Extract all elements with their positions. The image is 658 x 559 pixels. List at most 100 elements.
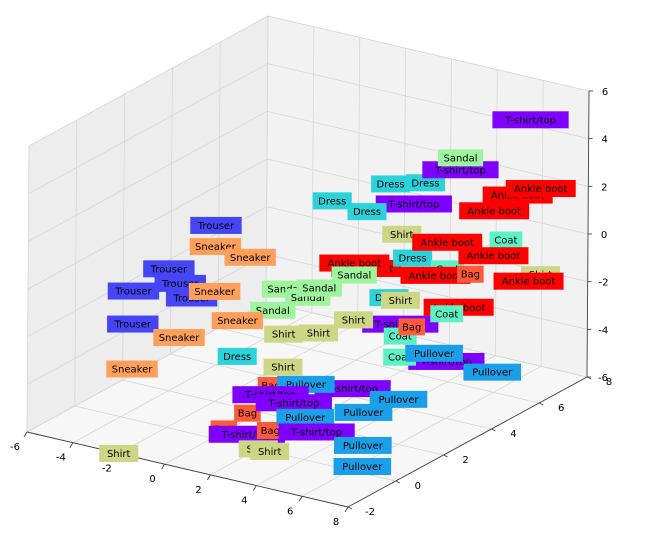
point-box [250, 443, 290, 461]
z-tick-label: 0 [601, 230, 607, 241]
point-box [188, 282, 241, 300]
x-tick-label: 2 [195, 485, 201, 496]
point-shirt: Shirt [382, 225, 422, 243]
point-box [334, 311, 374, 329]
point-dress: Dress [312, 192, 352, 210]
point-label: Sandal [291, 293, 325, 304]
point-shirt: Shirt [263, 358, 303, 376]
point-box [190, 216, 242, 234]
y-tick-mark [347, 506, 353, 510]
point-box [458, 247, 529, 265]
point-label: Shirt [272, 330, 296, 341]
point-ankle-boot: Ankle boot [493, 272, 564, 290]
y-tick-mark [491, 428, 496, 432]
point-label: Pullover [343, 408, 384, 419]
point-label: Shirt [258, 447, 282, 458]
z-tick-label: 4 [601, 135, 607, 146]
point-sneaker: Sneaker [106, 360, 158, 378]
point-box [334, 436, 392, 454]
point-label: Ankle boot [409, 271, 463, 282]
point-label: Dress [223, 352, 251, 363]
point-label: Sneaker [112, 364, 154, 375]
y-tick-mark [395, 480, 401, 484]
x-tick-mark [298, 496, 303, 502]
point-box [375, 195, 452, 213]
z-tick-label: 6 [602, 87, 608, 98]
point-shirt: Shirt [99, 444, 139, 462]
point-box [256, 421, 284, 439]
z-tick-label: -4 [598, 325, 608, 336]
point-box [505, 180, 576, 197]
point-label: Shirt [390, 230, 414, 241]
x-axis-line [26, 431, 349, 508]
y-tick-label: 0 [415, 481, 421, 492]
point-box [143, 260, 195, 278]
point-box [255, 394, 332, 412]
point-sneaker: Sneaker [153, 329, 205, 347]
point-label: Ankle boot [502, 277, 556, 288]
point-trouser: Trouser [107, 315, 159, 333]
point-label: T-shirt/top [434, 165, 486, 176]
point-box [492, 111, 569, 129]
point-box [106, 360, 158, 378]
point-label: Pullover [378, 395, 419, 406]
point-pullover: Pullover [405, 344, 463, 362]
point-sneaker: Sneaker [224, 248, 276, 266]
x-tick-mark [23, 431, 28, 438]
point-pullover: Pullover [334, 436, 392, 454]
point-label: Pullover [286, 380, 327, 391]
point-box [430, 305, 464, 323]
point-label: Shirt [342, 315, 366, 326]
point-shirt: Shirt [250, 443, 290, 461]
point-box [380, 291, 420, 309]
point-bag: Bag [256, 421, 284, 439]
x-tick-label: -4 [56, 453, 66, 464]
point-label: Shirt [271, 363, 295, 374]
point-t-shirt-top: T-shirt/top [255, 394, 332, 412]
point-label: Bag [402, 322, 421, 333]
point-label: Sandal [267, 285, 301, 296]
x-tick-mark [69, 442, 74, 448]
point-box [299, 324, 339, 342]
z-tick-label: -6 [598, 373, 608, 384]
point-box [263, 358, 303, 376]
x-tick-label: 8 [333, 517, 339, 528]
point-label: Coat [435, 309, 458, 320]
point-dress: Dress [371, 175, 411, 193]
point-sandal: Sandal [437, 149, 484, 167]
point-shirt: Shirt [380, 291, 420, 309]
y-tick-mark [538, 402, 544, 406]
point-dress: Dress [347, 203, 387, 221]
x-tick-mark [161, 463, 165, 470]
y-tick-mark [443, 454, 448, 458]
y-tick-label: 2 [462, 455, 468, 466]
point-box [347, 203, 387, 221]
point-label: Coat [389, 332, 412, 343]
y-tick-label: -2 [365, 507, 375, 518]
point-box [493, 272, 564, 290]
point-ankle-boot: Ankle boot [458, 247, 529, 265]
point-bag: Bag [234, 404, 261, 422]
y-axis-line [347, 376, 588, 508]
point-box [412, 233, 483, 251]
point-box [264, 325, 304, 343]
point-box [217, 347, 257, 365]
point-label: Sneaker [230, 253, 272, 264]
point-label: Bag [238, 409, 257, 420]
point-label: Dress [353, 207, 381, 218]
point-dress: Dress [393, 249, 433, 267]
x-tick-mark [207, 474, 211, 481]
point-box [312, 192, 352, 210]
point-box [405, 344, 463, 362]
point-ankle-boot: Ankle boot [400, 266, 471, 284]
point-label: T-shirt/top [267, 398, 319, 409]
point-pullover: Pullover [334, 403, 393, 421]
point-coat: Coat [489, 231, 523, 249]
point-sneaker: Sneaker [188, 282, 241, 300]
point-pullover: Pullover [369, 390, 428, 408]
point-label: Ankle boot [420, 238, 474, 249]
point-pullover: Pullover [463, 363, 522, 381]
point-label: Pullover [285, 413, 326, 424]
